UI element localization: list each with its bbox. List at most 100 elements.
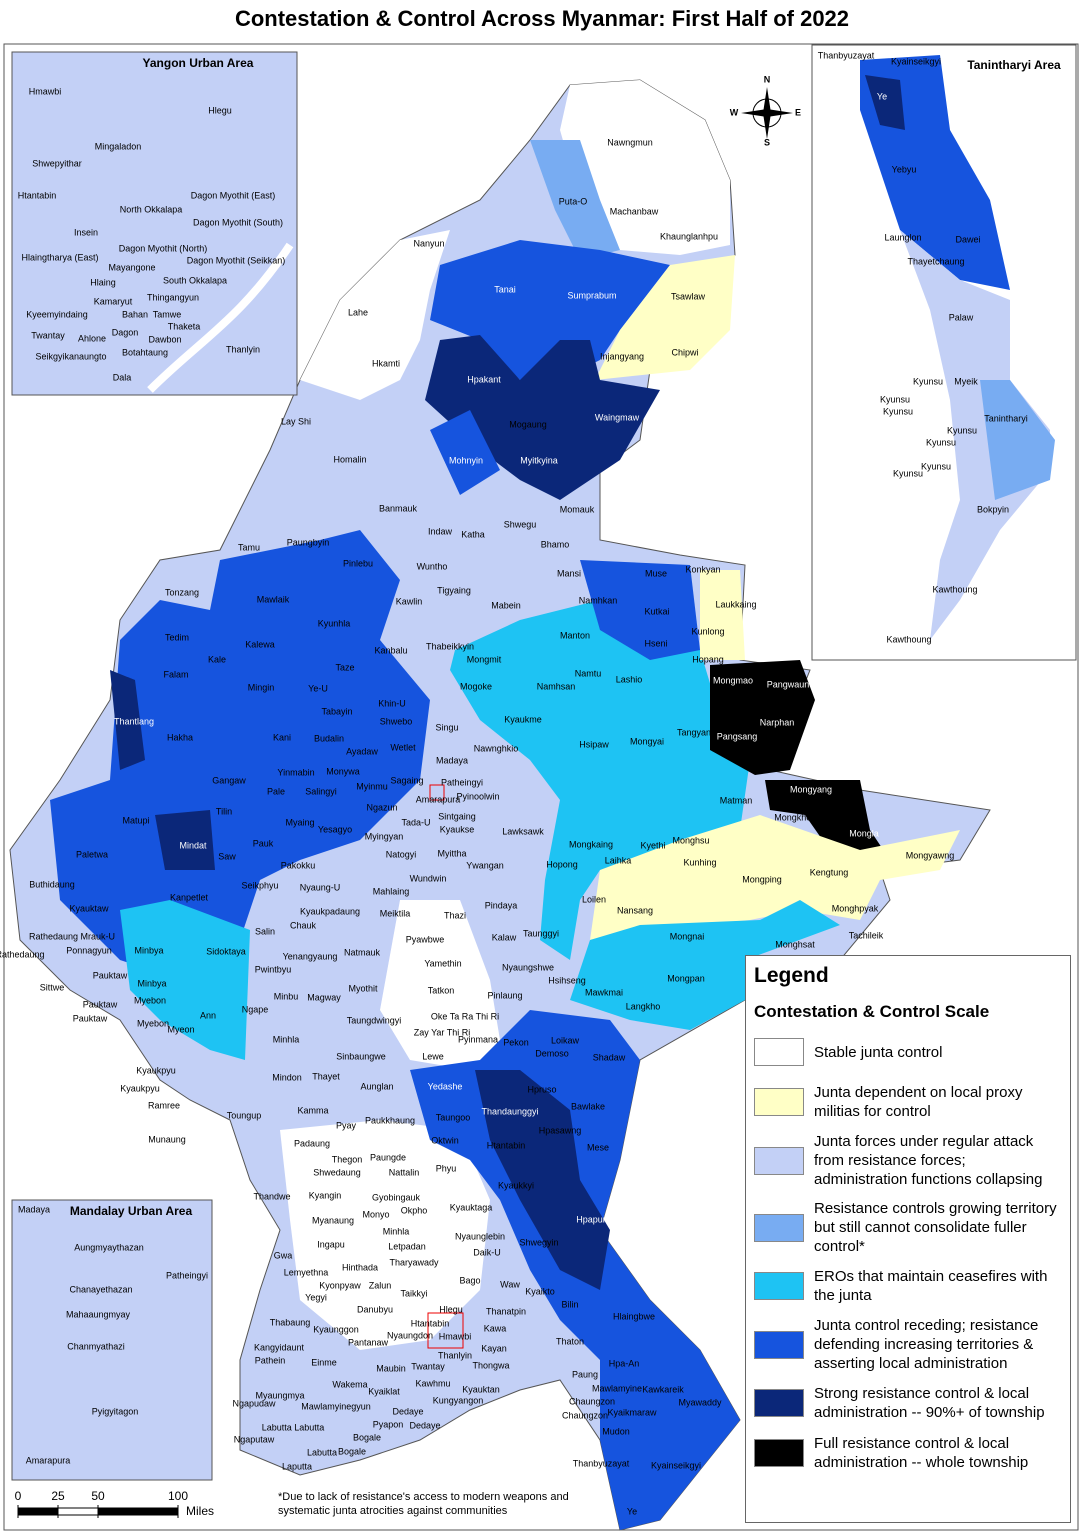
place-label: Loilen <box>582 894 606 904</box>
legend-subtitle: Contestation & Control Scale <box>754 1002 990 1021</box>
place-label: Seikgyikanaungto <box>35 351 106 361</box>
place-label: Ingapu <box>317 1239 345 1249</box>
legend-item: Junta dependent on local proxy militias … <box>754 1082 1062 1122</box>
river <box>147 242 294 393</box>
place-label: Hpakant <box>467 374 501 384</box>
scale-segment <box>57 1507 99 1516</box>
place-label: Nyaungshwe <box>502 962 554 972</box>
legend-items: Stable junta control Junta dependent on l… <box>754 1032 1062 1473</box>
place-label: Wuntho <box>417 561 448 571</box>
place-label: Langkho <box>626 1001 661 1011</box>
place-label: Kyunsu <box>921 461 951 471</box>
place-label: Thandaunggyi <box>481 1106 538 1116</box>
inset-title: Mandalay Urban Area <box>70 1204 193 1218</box>
place-label: Minbya <box>134 945 163 955</box>
place-label: Kawa <box>484 1323 507 1333</box>
place-label: Mongmit <box>467 654 502 664</box>
region <box>425 335 660 500</box>
place-label: Mongpan <box>667 973 705 983</box>
place-label: Letpadan <box>388 1241 426 1251</box>
place-label: Tonzang <box>165 587 199 597</box>
place-label: Kyaukme <box>504 714 542 724</box>
place-label: Paungde <box>370 1152 406 1162</box>
place-label: Kawkareik <box>642 1384 684 1394</box>
legend-item: Strong resistance control & local admini… <box>754 1383 1062 1423</box>
place-label: Laihka <box>605 855 632 865</box>
place-label: Gangaw <box>212 775 246 785</box>
place-label: Kani <box>273 732 291 742</box>
place-label: Ye <box>877 91 887 101</box>
place-label: Bogale <box>353 1432 381 1442</box>
place-label: Natmauk <box>344 947 381 957</box>
place-label: Pauk <box>253 838 274 848</box>
place-label: Pathein <box>255 1355 286 1365</box>
place-label: Banmauk <box>379 503 418 513</box>
place-label: Zay Yar Thi Ri <box>414 1027 471 1037</box>
place-label: Ann <box>200 1010 216 1020</box>
place-label: Injangyang <box>600 351 644 361</box>
place-label: Daik-U <box>473 1247 501 1257</box>
place-label: Dagon Myothit (South) <box>193 217 283 227</box>
place-label: Myeik <box>954 376 978 386</box>
inset-title: Tanintharyi Area <box>967 58 1061 72</box>
place-label: Shwebo <box>380 716 413 726</box>
place-label: Mingin <box>248 682 275 692</box>
place-label: Myinmu <box>356 781 388 791</box>
place-label: Oke Ta Ra Thi Ri <box>431 1011 499 1021</box>
place-label: Thanbyuzayat <box>573 1458 630 1468</box>
place-label: Thaton <box>556 1336 584 1346</box>
legend-label: Full resistance control & local administ… <box>814 1435 1029 1471</box>
region <box>590 815 960 940</box>
place-label: Bago <box>459 1275 480 1285</box>
place-label: Insein <box>74 227 98 237</box>
place-label: Kalaw <box>492 932 517 942</box>
place-label: Monghsat <box>775 939 815 949</box>
place-label: Mongping <box>742 874 782 884</box>
inset-frame <box>11 1199 213 1481</box>
place-label: Gwa <box>274 1250 293 1260</box>
place-label: Toungup <box>227 1110 262 1120</box>
place-label: Chanmyathazi <box>67 1341 125 1351</box>
legend-swatch <box>754 1272 804 1300</box>
place-label: Paungbyin <box>287 537 330 547</box>
place-label: Hlegu <box>208 105 232 115</box>
place-label: Thegon <box>332 1154 363 1164</box>
place-label: Mohnyin <box>449 455 483 465</box>
region <box>710 660 815 775</box>
place-label: Tanintharyi <box>984 413 1028 423</box>
place-label: Sidoktaya <box>206 946 246 956</box>
place-label: Pale <box>267 786 285 796</box>
place-label: Kanpetlet <box>170 892 209 902</box>
place-label: Kyethi <box>640 840 665 850</box>
place-label: Hmawbi <box>29 86 62 96</box>
place-label: Hlaing <box>90 277 116 287</box>
place-label: Tharyawady <box>389 1257 439 1267</box>
compass-label: S <box>764 137 770 147</box>
place-label: Kyunsu <box>926 437 956 447</box>
place-label: Kamaryut <box>94 296 133 306</box>
place-label: Salingyi <box>305 786 337 796</box>
place-label: Twantay <box>31 330 65 340</box>
place-label: Chaungzon <box>562 1410 608 1420</box>
place-label: Tangyan <box>677 727 711 737</box>
place-label: Kyaukkyi <box>498 1180 534 1190</box>
place-label: Chauk <box>290 920 317 930</box>
place-label: Singu <box>435 722 458 732</box>
region <box>700 570 745 660</box>
place-label: Kyauktaga <box>450 1202 493 1212</box>
place-label: Kutkai <box>644 606 669 616</box>
place-label: Minhla <box>273 1034 300 1044</box>
region <box>980 380 1055 500</box>
place-label: Mongnai <box>670 931 705 941</box>
legend-swatch <box>754 1088 804 1116</box>
place-label: Pwintbyu <box>255 964 292 974</box>
place-label: Minbya <box>137 978 166 988</box>
place-label: Zalun <box>369 1280 392 1290</box>
place-label: Namtu <box>575 668 602 678</box>
place-label: Dagon Myothit (East) <box>191 190 276 200</box>
place-label: Yebyu <box>892 164 917 174</box>
place-label: Tatkon <box>428 985 455 995</box>
place-label: Ye <box>627 1506 637 1516</box>
place-label: Thantlang <box>114 716 154 726</box>
place-label: Pangwaun <box>767 679 810 689</box>
